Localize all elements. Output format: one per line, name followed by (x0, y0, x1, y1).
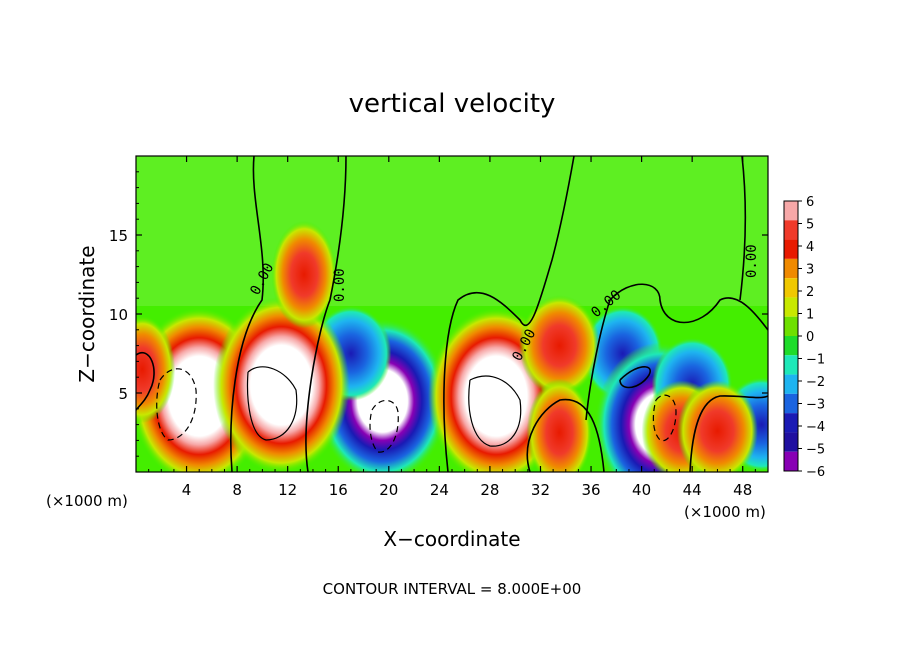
updraft-cell-2 (213, 296, 350, 472)
colorbar-swatch-10 (784, 374, 798, 394)
contour-interval-note: CONTOUR INTERVAL = 8.000E+00 (323, 580, 582, 598)
x-tick-label: 44 (683, 481, 702, 499)
y-tick-label: 5 (118, 385, 128, 403)
x-tick-label: 28 (480, 481, 499, 499)
colorbar-swatch-4 (784, 258, 798, 279)
contour-line-8 (689, 395, 768, 472)
colorbar-tick-label: −3 (806, 398, 825, 413)
contour-label-5: 0.00 (744, 244, 760, 278)
x-tick-label: 48 (733, 481, 752, 499)
colorbar-swatch-9 (784, 355, 798, 375)
x-tick-label: 8 (232, 481, 242, 499)
updraft-cell-8 (677, 380, 758, 472)
strong-contour-2 (468, 375, 522, 447)
strong-contour-5 (652, 394, 677, 442)
contour-line-5 (739, 156, 747, 301)
colorbar-swatch-14 (784, 451, 798, 471)
colorbar-tick-label: 5 (806, 218, 814, 233)
contour-line-3 (443, 156, 575, 472)
colorbar-tick-label: 6 (806, 195, 814, 210)
colorbar: 6 5 4 3 2 1 0 −1 −2 −3 −4 −5 −6 (783, 195, 825, 480)
x-tick-label: 40 (632, 481, 651, 499)
x-tick-label: 12 (278, 481, 297, 499)
colorbar-tick-label: 1 (806, 308, 814, 323)
colorbar-tick-label: −2 (806, 375, 825, 390)
colorbar-swatch-2 (784, 220, 798, 240)
colorbar-tick-label: 2 (806, 285, 814, 300)
colorbar-tick-label: −4 (806, 420, 825, 435)
x-tick-label: 24 (430, 481, 449, 499)
zero-contours (136, 156, 768, 472)
x-axis-label: X−coordinate (383, 527, 520, 551)
x-tick-label: 20 (379, 481, 398, 499)
contour-label-2: 0.00 (332, 268, 348, 302)
colorbar-tick-label: 0 (806, 330, 814, 345)
x-tick-label: 4 (182, 481, 192, 499)
colorbar-tick-label: 3 (806, 263, 814, 278)
strong-contour-1 (246, 366, 298, 441)
colorbar-swatch-7 (784, 316, 798, 336)
colorbar-swatch-13 (784, 432, 798, 452)
colorbar-swatch-11 (784, 393, 798, 414)
colorbar-swatch-6 (784, 297, 798, 317)
contour-line-2 (305, 156, 347, 472)
chart-title: vertical velocity (349, 89, 556, 119)
x-unit-left: (×1000 m) (46, 492, 128, 510)
y-tick-label: 10 (109, 306, 128, 324)
colorbar-swatch-8 (784, 336, 798, 356)
colorbar-tick-label: −1 (806, 353, 825, 368)
colorbar-swatch-1 (784, 201, 798, 221)
contour-line-6 (526, 398, 605, 472)
contour-line-1 (230, 156, 265, 472)
contour-line-7 (136, 352, 155, 411)
plot-area: 0.00 0.00 0.00 0.00 0.00 4 8 12 16 20 24 28 32 3… (109, 155, 769, 499)
x-tick-label: 32 (531, 481, 550, 499)
x-tick-label: 16 (329, 481, 348, 499)
upper-field-tint (136, 156, 768, 306)
updraft-cell-6 (526, 378, 593, 472)
colorbar-swatch-5 (784, 278, 798, 298)
updraft-cell-9 (136, 315, 176, 424)
x-tick-label: 36 (581, 481, 600, 499)
strong-contours (156, 366, 677, 453)
colorbar-tick-label: −6 (806, 465, 825, 480)
colorbar-tick-label: −5 (806, 443, 825, 458)
colorbar-swatch-12 (784, 413, 798, 433)
colorbar-tick-label: 4 (806, 240, 814, 255)
strong-contour-3 (156, 368, 197, 441)
updraft-cell-5 (518, 295, 600, 397)
updraft-cell-3 (271, 220, 337, 329)
y-tick-label: 15 (109, 227, 128, 245)
y-axis-label: Z−coordinate (75, 245, 99, 382)
contour-line-4 (585, 283, 768, 421)
x-unit-right: (×1000 m) (684, 503, 766, 521)
contour-line-9 (619, 366, 651, 389)
colorbar-swatch-3 (784, 239, 798, 259)
